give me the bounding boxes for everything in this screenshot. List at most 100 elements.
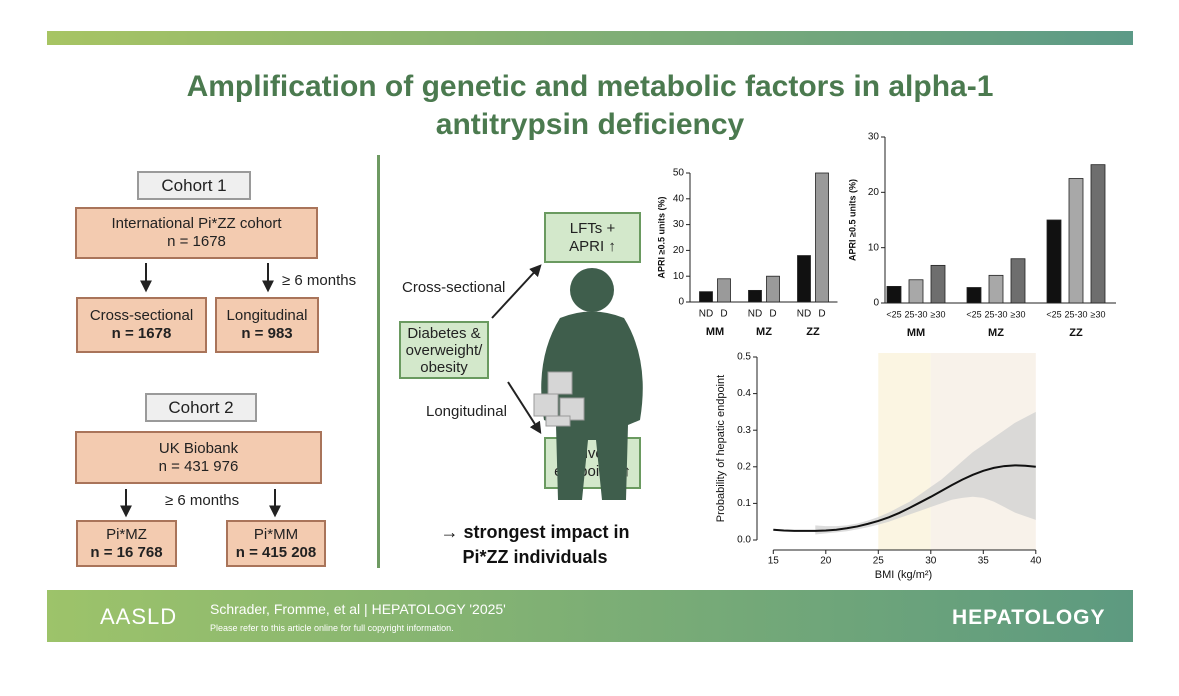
text: n = 1678 xyxy=(111,325,172,342)
group-label: ZZ xyxy=(1069,327,1083,339)
bar xyxy=(797,255,811,303)
text: n = 983 xyxy=(241,325,293,342)
text: n = 16 768 xyxy=(90,543,163,561)
text: n = 431 976 xyxy=(158,457,239,475)
x-tick-label: 30 xyxy=(925,556,937,567)
text: Cross-sectional xyxy=(89,307,194,324)
y-tick-label: 10 xyxy=(673,271,685,282)
bar xyxy=(930,264,946,304)
y-tick-label: 0.4 xyxy=(737,388,751,399)
text: Pi*MZ xyxy=(106,525,147,543)
bar-label: 25-30 xyxy=(904,309,927,319)
bar-label: <25 xyxy=(1046,309,1061,319)
bar-label: D xyxy=(720,309,727,320)
y-tick-label: 30 xyxy=(673,219,685,230)
y-tick-label: 0.3 xyxy=(737,425,751,436)
y-tick-label: 0.0 xyxy=(737,535,751,546)
arm-box: Pi*MM n = 415 208 xyxy=(226,520,326,567)
y-axis-label: Probability of hepatic endpoint xyxy=(715,375,727,522)
title: Amplification of genetic and metabolic f… xyxy=(186,70,994,141)
cubes-icon xyxy=(533,371,585,427)
x-tick-label: 25 xyxy=(873,556,885,567)
bar xyxy=(748,289,762,303)
arm-box: Pi*MZ n = 16 768 xyxy=(76,520,177,567)
y-tick-label: 0.5 xyxy=(737,352,751,363)
exposure-box: Diabetes & overweight/ obesity xyxy=(399,321,489,379)
arm-box: Cross-sectional n = 1678 xyxy=(76,297,207,353)
text: International Pi*ZZ cohort xyxy=(111,215,282,232)
bar-label: D xyxy=(769,309,776,320)
group-label: MZ xyxy=(988,327,1004,339)
group-label: MM xyxy=(706,326,724,338)
y-tick-label: 20 xyxy=(673,245,685,256)
bar-label: ND xyxy=(797,309,811,320)
x-tick-label: 20 xyxy=(820,556,832,567)
note: Please refer to this article online for … xyxy=(210,623,454,633)
bar-label: ≥30 xyxy=(931,309,946,319)
bar-label: D xyxy=(818,309,825,320)
top-bar xyxy=(47,31,1133,45)
outcome-box: LFTs + APRI ↑ xyxy=(544,212,641,263)
text: n = 415 208 xyxy=(235,543,317,561)
text: n = 1678 xyxy=(167,233,226,250)
bar xyxy=(1068,178,1084,304)
bar xyxy=(988,274,1004,304)
bar xyxy=(766,275,780,303)
person-icon xyxy=(541,268,643,500)
interval: ≥ 6 months xyxy=(282,272,357,289)
long-label: Longitudinal xyxy=(426,403,507,420)
bar xyxy=(699,291,713,303)
y-tick-label: 0 xyxy=(873,298,879,309)
arrows xyxy=(120,263,542,518)
cohort-box: UK Biobank n = 431 976 xyxy=(75,431,322,484)
y-tick-label: 20 xyxy=(868,187,880,198)
text: Longitudinal xyxy=(226,307,308,324)
bar xyxy=(966,287,982,304)
bar xyxy=(1090,164,1106,304)
x-tick-label: 35 xyxy=(978,556,990,567)
text: UK Biobank xyxy=(158,439,239,457)
citation: Schrader, Fromme, et al | HEPATOLOGY '20… xyxy=(210,601,506,617)
cross-label: Cross-sectional xyxy=(402,279,506,296)
bar-label: <25 xyxy=(966,309,981,319)
y-axis-label: APRI ≥0.5 units (%) xyxy=(656,197,666,279)
y-tick-label: 40 xyxy=(673,193,685,204)
conclusion: → strongest impact in Pi*ZZ individuals xyxy=(440,522,630,567)
bar xyxy=(717,278,731,303)
group-label: MZ xyxy=(756,326,772,338)
bar xyxy=(886,285,902,304)
y-tick-label: 50 xyxy=(673,168,685,179)
bar-label: ND xyxy=(748,309,762,320)
arm-box: Longitudinal n = 983 xyxy=(215,297,319,353)
y-axis-label: APRI ≥0.5 units (%) xyxy=(847,179,857,261)
logo: AASLD xyxy=(100,604,178,629)
journal: HEPATOLOGY xyxy=(952,606,1106,629)
interval: ≥ 6 months xyxy=(165,492,240,509)
footer-bar xyxy=(47,590,1133,642)
bar-label: <25 xyxy=(886,309,901,319)
bar xyxy=(908,279,924,304)
bar xyxy=(1010,258,1026,304)
bar-label: ND xyxy=(699,309,713,320)
cohort-label: Cohort 2 xyxy=(145,393,257,422)
bar-label: 25-30 xyxy=(984,309,1007,319)
cohort-label: Cohort 1 xyxy=(137,171,251,200)
y-tick-label: 30 xyxy=(868,132,880,143)
cohort-box: International Pi*ZZ cohort n = 1678 xyxy=(75,207,318,259)
y-tick-label: 10 xyxy=(868,242,880,253)
bar xyxy=(1046,219,1062,304)
y-tick-label: 0 xyxy=(678,297,684,308)
ci-band xyxy=(815,411,1036,535)
bar xyxy=(815,172,829,303)
y-tick-label: 0.2 xyxy=(737,461,751,472)
bar-label: ≥30 xyxy=(1091,309,1106,319)
x-axis-label: BMI (kg/m²) xyxy=(875,569,932,581)
divider xyxy=(377,155,380,568)
x-tick-label: 40 xyxy=(1030,556,1042,567)
x-tick-label: 15 xyxy=(768,556,780,567)
group-label: ZZ xyxy=(806,326,820,338)
line xyxy=(773,464,1036,532)
text: Pi*MM xyxy=(253,525,299,543)
